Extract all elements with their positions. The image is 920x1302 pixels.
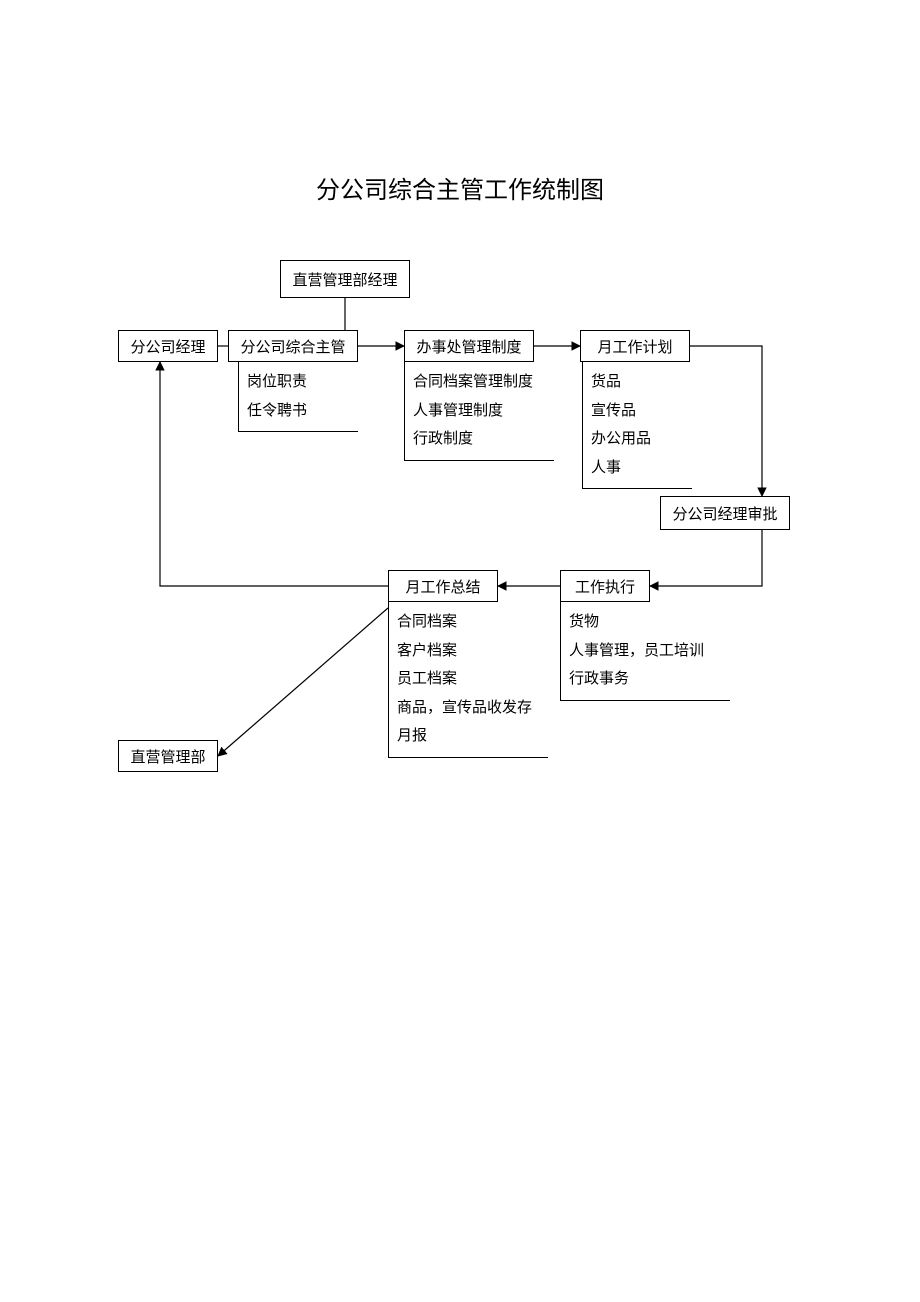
node-n_exec: 工作执行 [560,570,650,602]
diagram-title: 分公司综合主管工作统制图 [0,170,920,205]
sublist-item: 客户档案 [397,637,548,666]
edge-approve-to-exec [650,530,762,586]
sublist-item: 人事管理制度 [413,397,554,426]
sublist-sub_summary: 合同档案客户档案员工档案商品，宣传品收发存月报 [388,602,548,758]
edge-summary-to-dept [218,608,388,756]
node-n_approve: 分公司经理审批 [660,496,790,530]
sublist-item: 商品，宣传品收发存 [397,694,548,723]
edge-plan-down [690,346,762,496]
sublist-item: 行政事务 [569,665,730,694]
node-n_dept: 直营管理部 [118,740,218,772]
sublist-item: 合同档案 [397,608,548,637]
node-n_top: 直营管理部经理 [280,260,410,298]
sublist-item: 合同档案管理制度 [413,368,554,397]
node-n_left: 分公司经理 [118,330,218,362]
sublist-item: 人事 [591,454,692,483]
sublist-sub_sup: 岗位职责任令聘书 [238,362,358,432]
sublist-item: 货品 [591,368,692,397]
node-n_summary: 月工作总结 [388,570,498,602]
node-n_office: 办事处管理制度 [404,330,534,362]
sublist-item: 岗位职责 [247,368,358,397]
sublist-sub_plan: 货品宣传品办公用品人事 [582,362,692,489]
sublist-item: 员工档案 [397,665,548,694]
sublist-item: 办公用品 [591,425,692,454]
sublist-item: 月报 [397,722,548,751]
sublist-item: 宣传品 [591,397,692,426]
sublist-item: 任令聘书 [247,397,358,426]
sublist-sub_exec: 货物人事管理，员工培训行政事务 [560,602,730,701]
node-n_sup: 分公司综合主管 [228,330,358,362]
sublist-item: 货物 [569,608,730,637]
sublist-item: 行政制度 [413,425,554,454]
node-n_plan: 月工作计划 [580,330,690,362]
sublist-item: 人事管理，员工培训 [569,637,730,666]
sublist-sub_office: 合同档案管理制度人事管理制度行政制度 [404,362,554,461]
